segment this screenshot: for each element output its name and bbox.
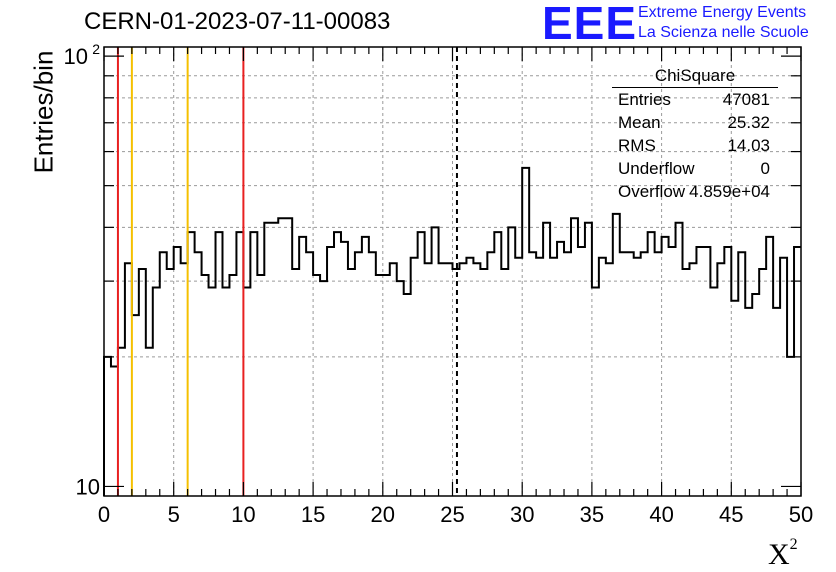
x-tick-label: 15 (301, 502, 325, 527)
stats-label: Overflow (618, 182, 686, 201)
stats-row: RMS 14.03 (612, 134, 778, 157)
stats-value: 47081 (722, 90, 770, 109)
chart-title: CERN-01-2023-07-11-00083 (84, 8, 391, 35)
stats-label: Mean (618, 113, 661, 132)
logo-line-2: La Scienza nelle Scuole (638, 24, 809, 41)
x-tick-label: 30 (510, 502, 534, 527)
stats-label: Underflow (618, 159, 695, 178)
stats-label: Entries (618, 90, 671, 109)
x-tick-label: 45 (719, 502, 743, 527)
stats-row: Underflow 0 (612, 157, 778, 180)
stats-label: RMS (618, 136, 656, 155)
x-tick-label: 35 (580, 502, 604, 527)
x-tick-label: 10 (231, 502, 255, 527)
stats-value: 25.32 (727, 113, 770, 132)
histogram-series (103, 166, 801, 496)
x-tick-label: 25 (440, 502, 464, 527)
stats-value: 0 (760, 159, 770, 178)
x-axis-label: X2 (768, 536, 798, 571)
y-tick-exponent: 2 (92, 41, 100, 57)
x-tick-label: 40 (649, 502, 673, 527)
stats-value: 4.859e+04 (689, 182, 770, 201)
stats-title: ChiSquare (612, 66, 778, 88)
stats-box: ChiSquare Entries 47081 Mean 25.32 RMS 14.0… (612, 66, 778, 203)
stats-row: Mean 25.32 (612, 111, 778, 134)
stats-row: Entries 47081 (612, 88, 778, 111)
y-tick-label: 10 (64, 44, 88, 69)
x-tick-label: 5 (168, 502, 180, 527)
y-axis-label: Entries/bin (28, 50, 59, 174)
x-tick-label: 50 (789, 502, 813, 527)
stats-value: 14.03 (727, 136, 770, 155)
x-tick-label: 0 (98, 502, 110, 527)
eee-logo: EEE (542, 0, 638, 49)
y-tick-label: 10 (76, 474, 100, 499)
logo-line-1: Extreme Energy Events (638, 4, 807, 21)
stats-row: Overflow 4.859e+04 (612, 180, 778, 203)
x-tick-label: 20 (371, 502, 395, 527)
